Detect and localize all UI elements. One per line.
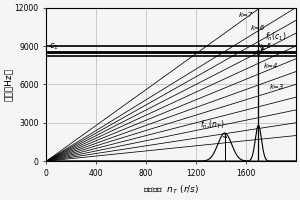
Text: k=6: k=6 [251, 25, 266, 31]
X-axis label: 涡轮转速  $n_T$ $(r/s)$: 涡轮转速 $n_T$ $(r/s)$ [143, 183, 199, 196]
Text: $c_1$: $c_1$ [49, 41, 58, 52]
Text: $f_n(c_1)$: $f_n(c_1)$ [261, 31, 287, 50]
Text: $f_{n_T}(n_T)$: $f_{n_T}(n_T)$ [200, 119, 226, 137]
Text: k=7: k=7 [239, 12, 253, 18]
Text: k=4: k=4 [264, 63, 278, 69]
Text: k=3: k=3 [270, 84, 284, 90]
Y-axis label: 频率（Hz）: 频率（Hz） [4, 68, 13, 101]
Text: k=5: k=5 [257, 43, 272, 49]
